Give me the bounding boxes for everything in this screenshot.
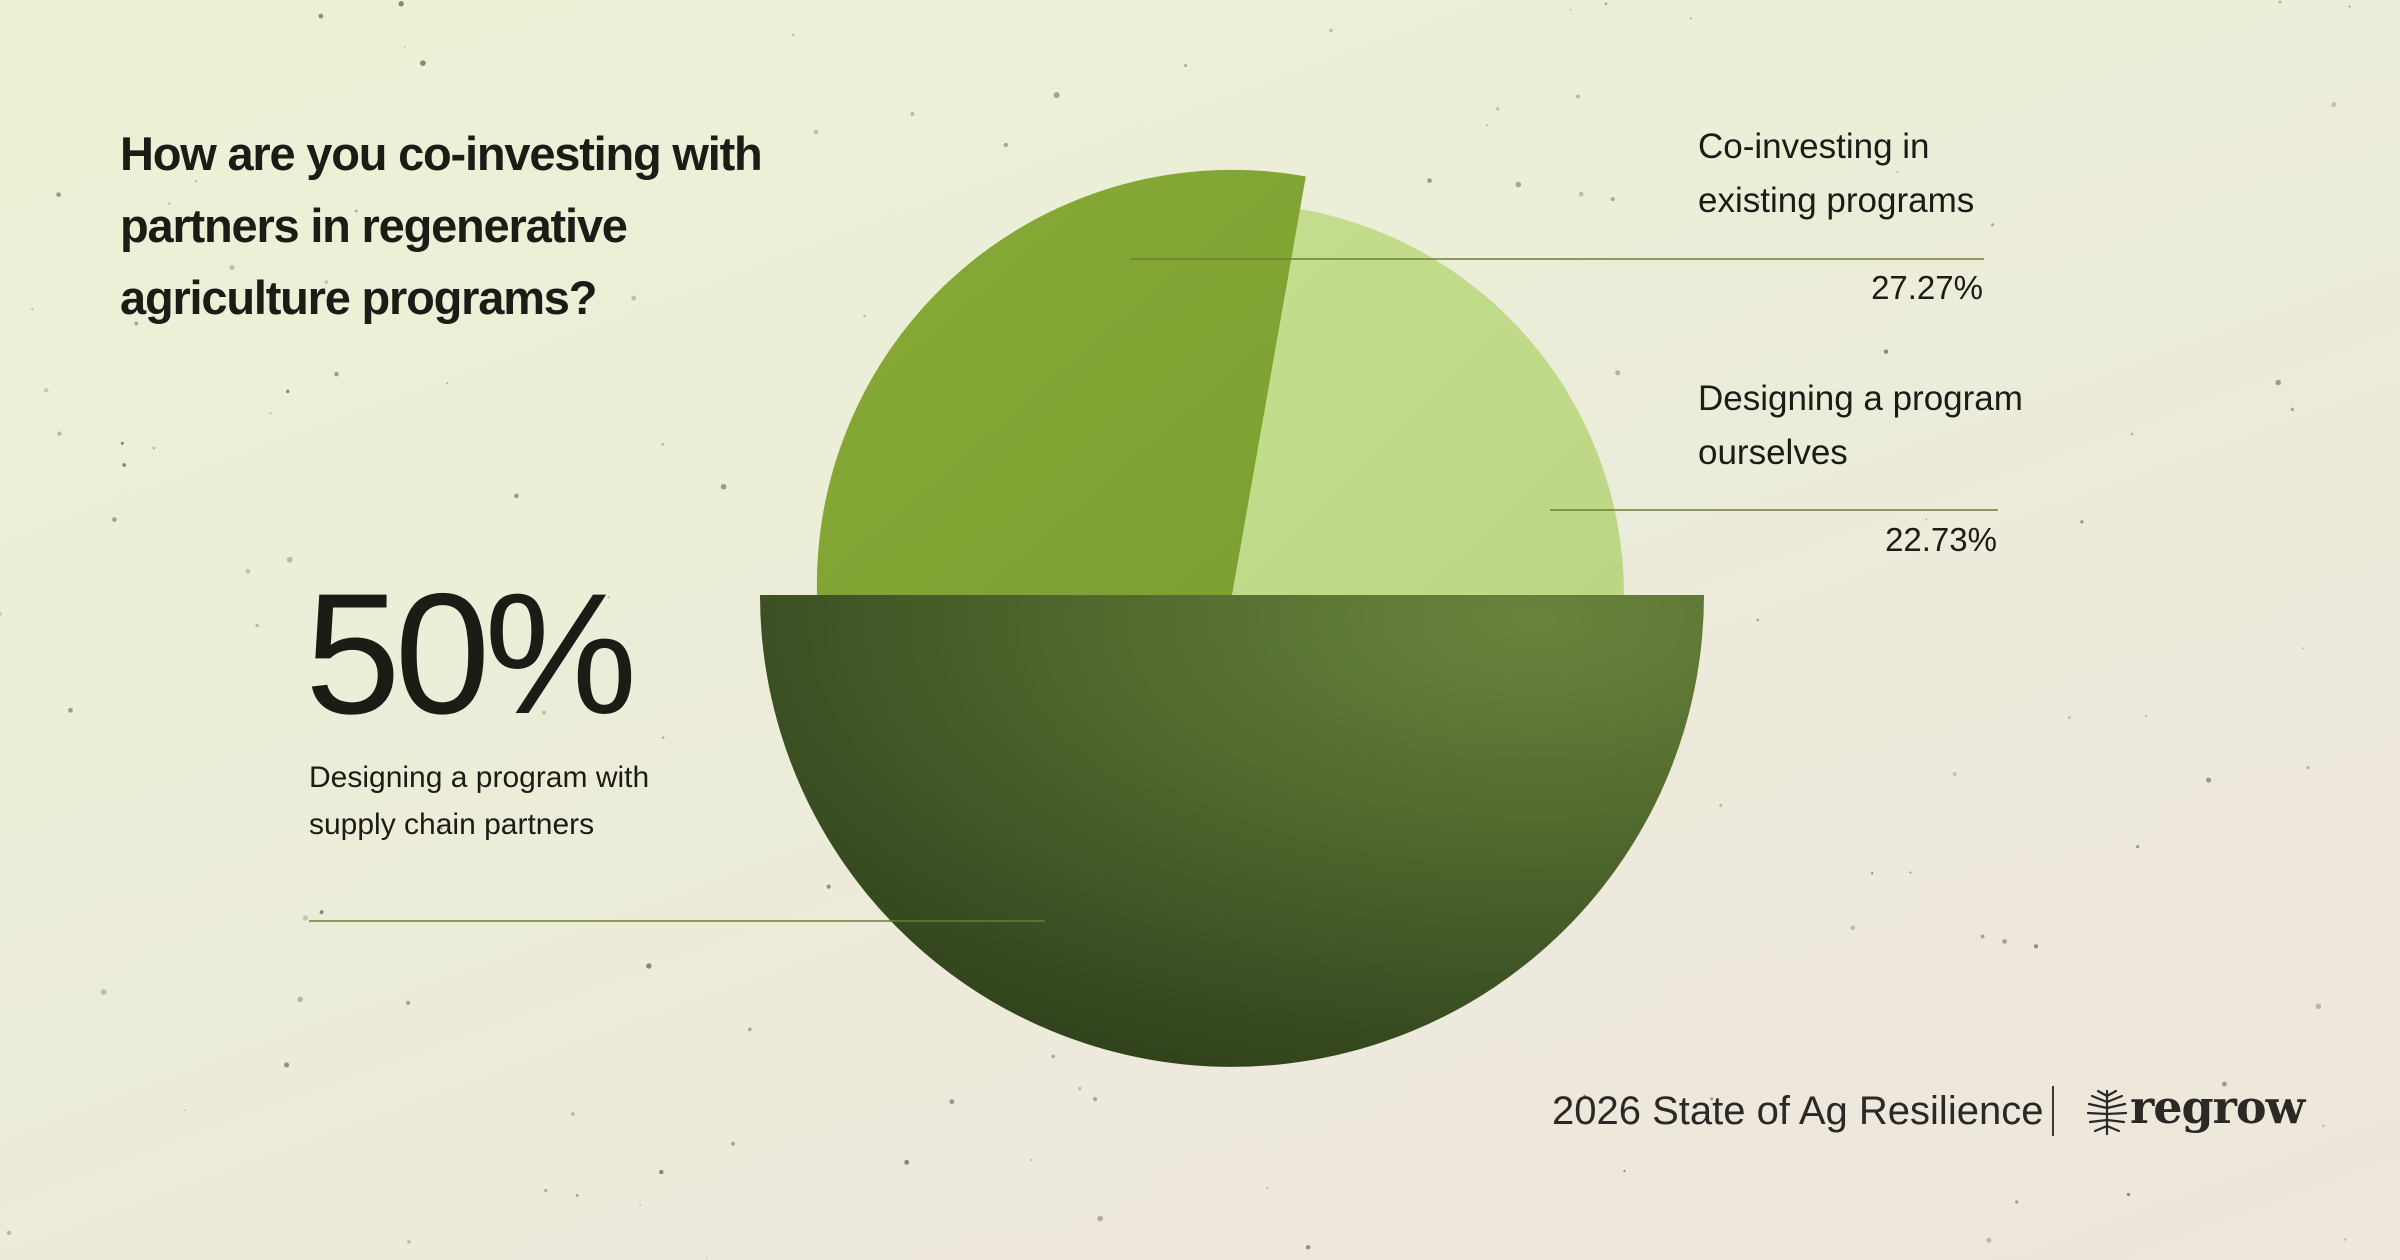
pie-slice-supply-chain-partners xyxy=(760,595,1704,1067)
pie-slice-co-investing xyxy=(816,169,1306,596)
callout-label-designing-ourselves: Designing a program ourselves xyxy=(1698,379,2023,472)
callout-value-co-investing: 27.27% xyxy=(1871,269,1983,306)
callout-label-co-investing: Co-investing in existing programs xyxy=(1698,127,1975,220)
chart-title: How are you co-investing with partners i… xyxy=(120,127,763,324)
report-title: 2026 State of Ag Resilience xyxy=(1552,1089,2044,1133)
pie-slice-designing-ourselves xyxy=(1232,206,1624,595)
brand-logo: regrow xyxy=(2130,1080,2305,1134)
footer-divider xyxy=(2052,1086,2054,1136)
highlight-label: Designing a program with supply chain pa… xyxy=(309,761,650,841)
highlight-percentage: 50% xyxy=(305,558,637,750)
wheat-icon xyxy=(2086,1089,2128,1136)
callout-value-designing-ourselves: 22.73% xyxy=(1885,521,1997,558)
